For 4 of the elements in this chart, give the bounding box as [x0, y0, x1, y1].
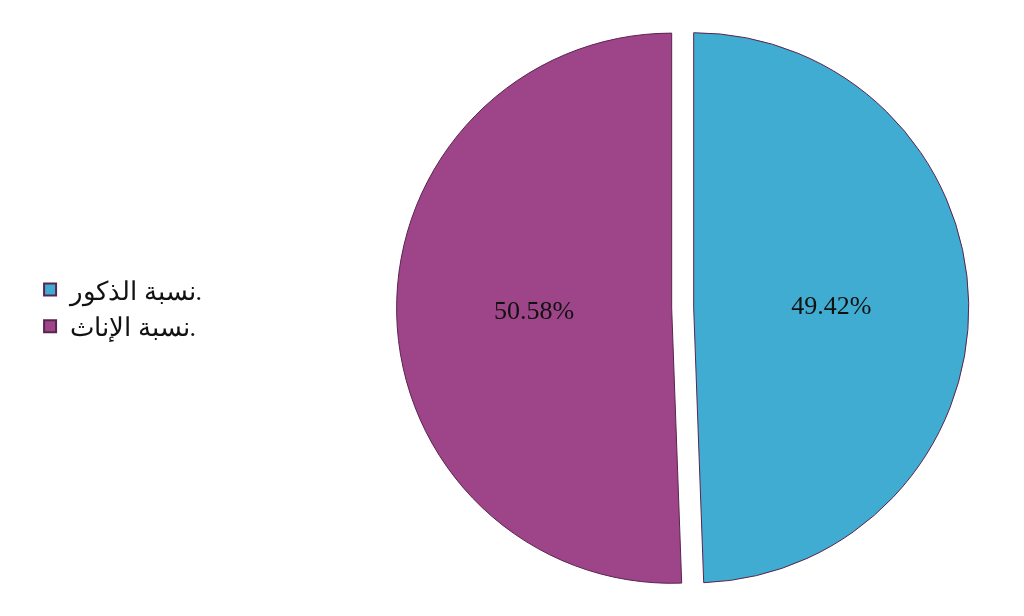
data-label: 49.42%: [791, 290, 872, 320]
data-label: 50.58%: [494, 296, 575, 326]
legend-label: نسبة الذكور.: [68, 276, 203, 307]
legend-label: نسبة الإناث.: [70, 313, 197, 344]
